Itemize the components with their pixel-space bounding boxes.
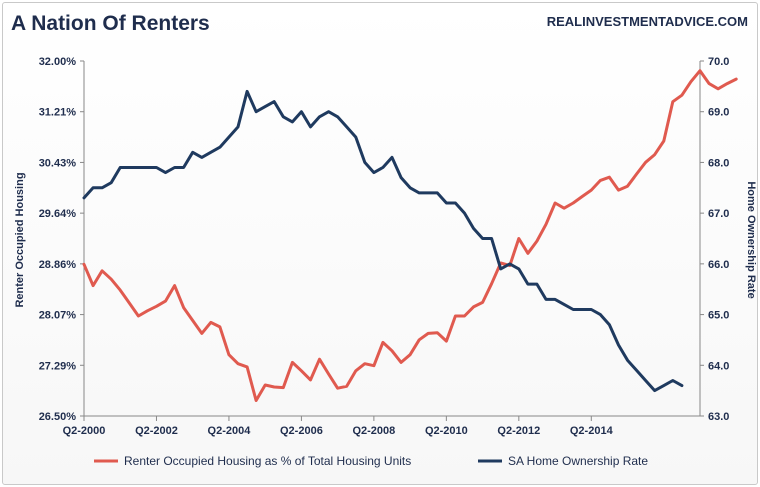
x-ticks: Q2-2000 Q2-2002 Q2-2004 Q2-2006 Q2-2008 Q2-20…	[63, 416, 614, 437]
y-left-tick-label: 28.86%	[39, 259, 77, 271]
y-right-axis-label: Home Ownership Rate	[745, 181, 757, 298]
y-right-tick-label: 64.0	[708, 360, 729, 372]
y-right-tick-label: 70.0	[708, 56, 729, 68]
legend-label-ownership: SA Home Ownership Rate	[508, 454, 648, 468]
x-tick-label: Q2-2014	[570, 425, 614, 437]
series-line-ownership	[82, 89, 684, 393]
legend-label-renter: Renter Occupied Housing as % of Total Ho…	[124, 454, 411, 468]
y-left-tick-label: 26.50%	[39, 411, 77, 423]
y-left-tick-label: 27.29%	[39, 360, 77, 372]
series-line-renter	[82, 69, 738, 402]
y-right-tick-label: 68.0	[708, 157, 729, 169]
plot-axes	[83, 61, 701, 417]
x-tick-label: Q2-2000	[63, 425, 106, 437]
x-tick-label: Q2-2006	[280, 425, 323, 437]
y-left-axis-label: Renter Occupied Housing	[14, 172, 26, 307]
y-right-ticks: 70.0 69.0 68.0 67.0 66.0 65.0 64.0 63.0	[700, 56, 729, 423]
y-left-tick-label: 32.00%	[39, 56, 77, 68]
y-left-tick-label: 30.43%	[39, 157, 77, 169]
legend: Renter Occupied Housing as % of Total Ho…	[94, 454, 648, 468]
y-left-tick-label: 29.64%	[39, 208, 77, 220]
chart-title: A Nation Of Renters	[11, 12, 210, 35]
y-right-tick-label: 65.0	[708, 310, 729, 322]
y-right-tick-label: 69.0	[708, 107, 729, 119]
series-layer	[82, 69, 738, 402]
y-right-tick-label: 66.0	[708, 259, 729, 271]
source-label: REALINVESTMENTADVICE.COM	[547, 14, 748, 29]
y-right-tick-label: 63.0	[708, 411, 729, 423]
y-left-ticks: 32.00% 31.21% 30.43% 29.64% 28.86% 28.07% 27.2…	[39, 56, 84, 423]
y-left-tick-label: 28.07%	[39, 310, 77, 322]
x-tick-label: Q2-2012	[497, 425, 540, 437]
x-tick-label: Q2-2004	[208, 425, 252, 437]
x-tick-label: Q2-2008	[352, 425, 395, 437]
y-left-tick-label: 31.21%	[39, 107, 77, 119]
x-tick-label: Q2-2010	[425, 425, 468, 437]
y-right-tick-label: 67.0	[708, 208, 729, 220]
x-tick-label: Q2-2002	[135, 425, 178, 437]
